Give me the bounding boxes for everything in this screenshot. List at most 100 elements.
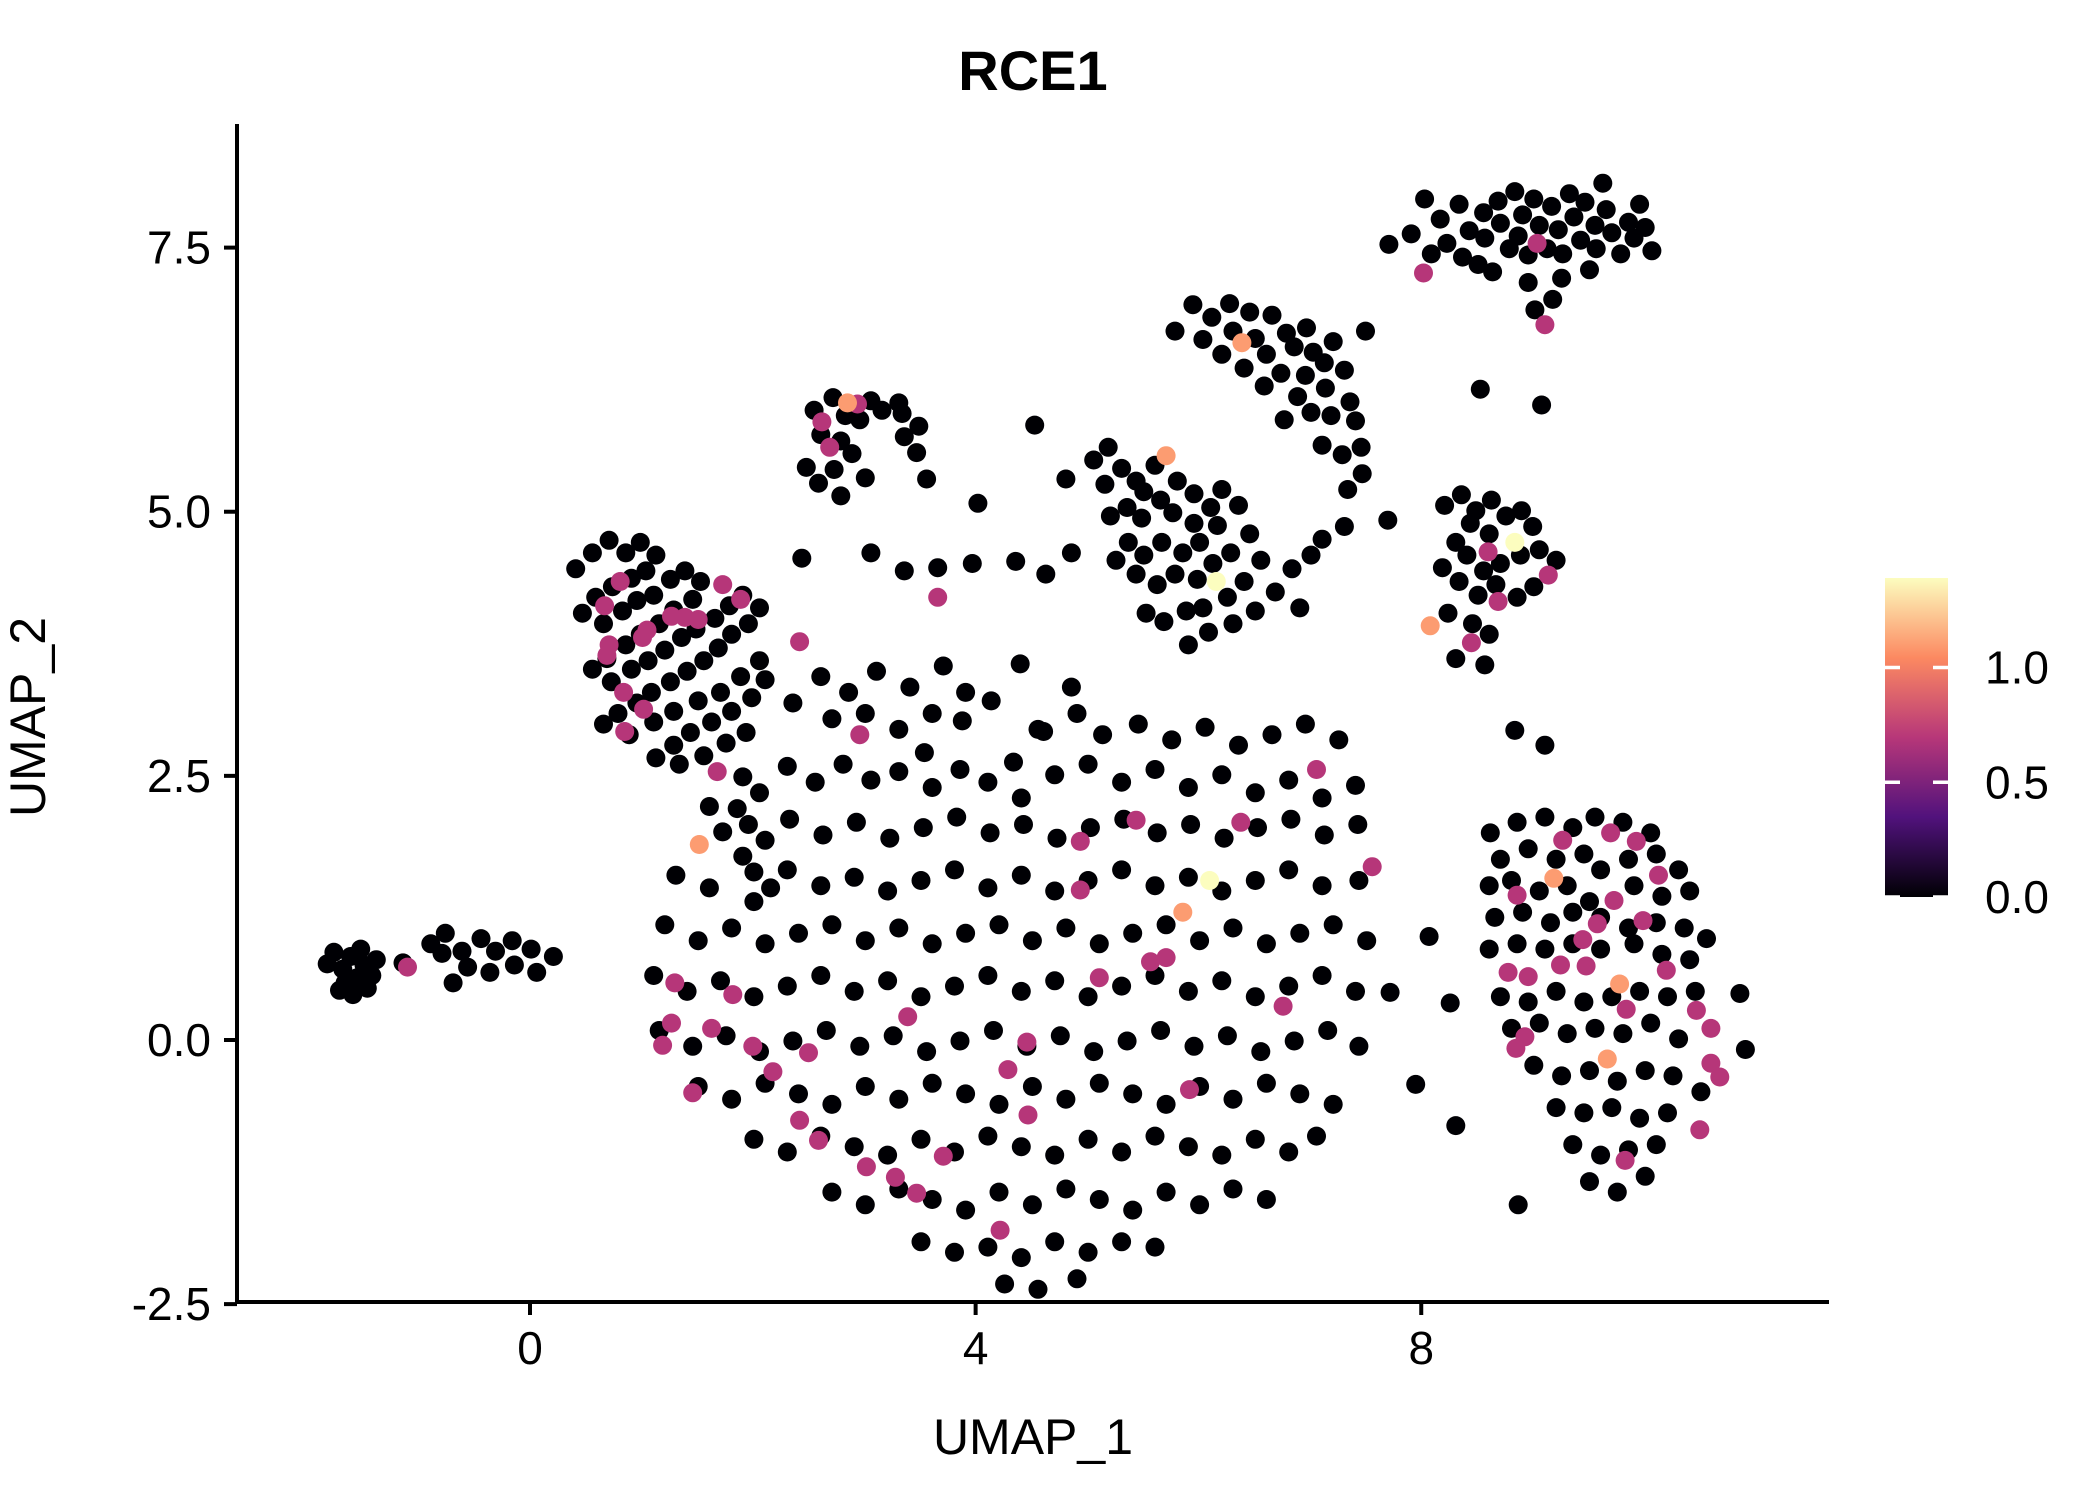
- data-point: [790, 632, 810, 652]
- data-point: [855, 931, 875, 951]
- data-point: [1093, 725, 1113, 745]
- data-point: [1446, 1116, 1466, 1136]
- data-point: [1231, 812, 1251, 832]
- data-point: [1646, 844, 1666, 864]
- data-point: [1680, 881, 1700, 901]
- data-point: [351, 939, 371, 959]
- data-point: [1018, 1105, 1038, 1125]
- data-point: [809, 1130, 828, 1150]
- data-point: [1301, 545, 1321, 565]
- data-point: [1004, 752, 1023, 772]
- data-point: [633, 628, 652, 647]
- data-point: [1646, 1135, 1666, 1155]
- data-point: [1245, 871, 1265, 890]
- data-point: [780, 809, 800, 829]
- data-point: [1525, 300, 1545, 320]
- data-point: [1154, 612, 1174, 632]
- data-point: [1223, 614, 1243, 634]
- data-point: [805, 772, 825, 792]
- data-point: [1507, 934, 1527, 954]
- data-point: [990, 1220, 1010, 1240]
- data-point: [716, 733, 736, 753]
- data-point: [1245, 987, 1265, 1007]
- data-point: [1571, 230, 1591, 250]
- data-point: [1437, 233, 1457, 253]
- data-point: [694, 746, 714, 766]
- data-point: [816, 1021, 836, 1040]
- data-point: [1089, 1073, 1109, 1093]
- data-point: [933, 1146, 953, 1166]
- data-point: [922, 778, 942, 797]
- data-point: [1563, 1135, 1583, 1155]
- data-point: [894, 561, 914, 581]
- data-point: [1323, 1094, 1343, 1114]
- data-point: [761, 878, 781, 898]
- data-point: [812, 412, 832, 432]
- data-point: [928, 587, 948, 607]
- data-point: [1585, 1018, 1605, 1038]
- data-point: [1546, 849, 1566, 869]
- data-point: [1011, 981, 1031, 1001]
- data-point: [922, 934, 942, 954]
- data-point: [1593, 173, 1613, 193]
- data-point: [855, 704, 875, 723]
- data-point: [1421, 244, 1441, 264]
- data-point: [1206, 572, 1226, 591]
- data-point: [1574, 992, 1594, 1012]
- data-point: [861, 770, 881, 790]
- data-point: [1245, 601, 1265, 621]
- data-point: [1658, 1103, 1677, 1123]
- data-point: [1513, 902, 1533, 922]
- data-point: [1401, 224, 1421, 244]
- data-point: [689, 835, 709, 854]
- data-point: [713, 822, 733, 842]
- data-point: [1529, 1013, 1549, 1033]
- data-point: [1505, 532, 1525, 552]
- data-point: [702, 1018, 722, 1038]
- data-point: [1451, 485, 1471, 505]
- data-point: [889, 918, 909, 938]
- data-point: [736, 723, 756, 742]
- data-point: [1574, 844, 1594, 864]
- data-point: [750, 651, 769, 671]
- data-point: [1203, 554, 1223, 573]
- data-point: [1156, 1182, 1176, 1202]
- data-point: [1630, 1108, 1650, 1128]
- data-point: [1697, 929, 1716, 949]
- data-point: [1112, 1232, 1132, 1252]
- data-point: [1597, 1049, 1617, 1069]
- data-point: [1346, 411, 1365, 431]
- data-point: [1271, 363, 1291, 383]
- data-point: [1602, 1098, 1622, 1118]
- data-point: [892, 404, 912, 423]
- data-point: [1406, 1074, 1426, 1094]
- data-point: [813, 825, 833, 845]
- data-point: [755, 934, 775, 954]
- data-point: [1184, 1036, 1204, 1056]
- data-point: [744, 987, 764, 1007]
- data-point: [1619, 849, 1638, 869]
- data-point: [1212, 344, 1232, 364]
- data-point: [755, 830, 775, 850]
- data-point: [1518, 273, 1538, 292]
- data-point: [1414, 263, 1433, 283]
- data-point: [1349, 1036, 1369, 1056]
- data-point: [777, 756, 797, 776]
- data-point: [1507, 587, 1527, 607]
- data-point: [989, 1094, 1009, 1114]
- data-point: [911, 871, 931, 890]
- data-point: [1585, 807, 1605, 827]
- data-point: [683, 589, 703, 609]
- data-point: [1616, 999, 1636, 1019]
- data-point: [1323, 915, 1343, 935]
- data-point: [1440, 993, 1460, 1013]
- data-point: [822, 709, 842, 729]
- data-point: [1557, 1024, 1577, 1044]
- data-point: [1332, 445, 1352, 465]
- data-point: [1535, 939, 1555, 959]
- data-point: [1446, 532, 1466, 552]
- data-point: [357, 978, 377, 998]
- data-point: [1478, 542, 1498, 562]
- data-point: [855, 1077, 875, 1096]
- data-point: [1340, 392, 1360, 412]
